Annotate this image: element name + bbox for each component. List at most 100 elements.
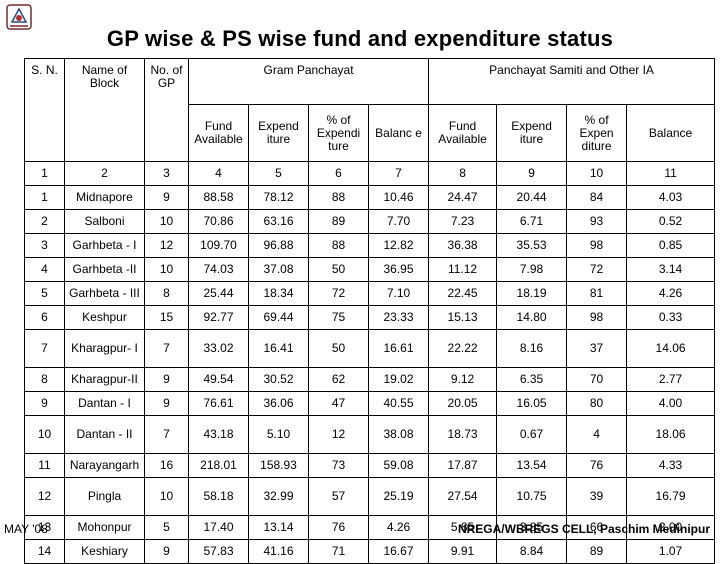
table-cell: 12.82 (367, 233, 430, 258)
table-cell: Garhbeta - III (64, 281, 145, 306)
header-gp-percent: % of Expendi ture (308, 104, 369, 162)
table-cell: 3 (144, 161, 189, 186)
table-cell: 4 (566, 415, 628, 454)
table-cell: 36.06 (248, 391, 309, 416)
table-cell: 58.18 (188, 477, 249, 516)
table-cell: 70.86 (188, 209, 249, 234)
table-cell: 10 (566, 161, 628, 186)
table-cell: 9.91 (428, 539, 498, 564)
table-cell: 4.33 (626, 453, 716, 478)
table-cell: 6.71 (496, 209, 568, 234)
table-cell: 89 (308, 209, 369, 234)
header-ps-percent: % of Expen diture (566, 104, 628, 162)
table-cell: 36.95 (367, 257, 430, 282)
table-cell: 72 (308, 281, 369, 306)
table-cell: 25.44 (188, 281, 249, 306)
table-cell: 22.22 (428, 329, 498, 368)
header-gram-panchayat: Gram Panchayat (187, 58, 430, 105)
table-cell: 10.46 (367, 185, 430, 210)
table-cell: 30.52 (248, 367, 309, 392)
table-cell: 7 (144, 415, 189, 454)
footer-date: MAY '08 (4, 522, 48, 536)
table-cell: 20.44 (496, 185, 568, 210)
table-cell: 8.84 (496, 539, 568, 564)
table-row: 9 Dantan - I 9 76.61 36.06 47 40.55 20.05 16.05 8… (24, 391, 716, 416)
page-title: GP wise & PS wise fund and expenditure s… (106, 26, 614, 51)
fund-table: S. N. Name of Block No. of GP Gram Panch… (24, 58, 716, 564)
table-cell: 33.02 (188, 329, 249, 368)
table-cell: Garhbeta - I (64, 233, 145, 258)
table-cell: 2.77 (626, 367, 716, 392)
table-row: 1 Midnapore 9 88.58 78.12 88 10.46 24.47 20.44 84… (24, 185, 716, 210)
table-cell: 7.10 (367, 281, 430, 306)
header-panchayat-samiti: Panchayat Samiti and Other IA (428, 58, 716, 105)
table-cell: 8 (24, 367, 65, 392)
table-cell: 76 (308, 515, 369, 540)
table-cell: 14.06 (626, 329, 716, 368)
table-cell: 15 (144, 305, 189, 330)
table-cell: 5 (144, 515, 189, 540)
footer-cell: NREGA/WBREGS CELL, Paschim Medinipur (457, 522, 710, 536)
table-cell: 7 (24, 329, 65, 368)
table-cell: 80 (566, 391, 628, 416)
table-cell: 16.79 (626, 477, 716, 516)
table-cell: 7 (367, 161, 430, 186)
table-cell: 15.13 (428, 305, 498, 330)
table-cell: 50 (308, 329, 369, 368)
table-row: 12 Pingla 10 58.18 32.99 57 25.19 27.54 10.75 39 1… (24, 477, 716, 516)
table-row: 8 Kharagpur-II 9 49.54 30.52 62 19.02 9.12 6.35 7… (24, 367, 716, 392)
table-cell: 27.54 (428, 477, 498, 516)
table-cell: 35.53 (496, 233, 568, 258)
column-index-row: 1 2 3 4 5 6 7 8 9 10 11 (24, 161, 716, 186)
table-cell: 38.08 (367, 415, 430, 454)
table-cell: 9 (496, 161, 568, 186)
table-cell: 18.19 (496, 281, 568, 306)
table-cell: 0.85 (626, 233, 716, 258)
table-cell: Garhbeta -II (64, 257, 145, 282)
table-cell: 70 (566, 367, 628, 392)
header-gp-fund: Fund Available (188, 104, 249, 162)
table-cell: 4.03 (626, 185, 716, 210)
header-gp-balance: Balanc e (367, 104, 430, 162)
table-cell: 6.35 (496, 367, 568, 392)
emblem-icon (6, 4, 32, 30)
table-cell: 50 (308, 257, 369, 282)
table-cell: 92.77 (188, 305, 249, 330)
table-row: 4 Garhbeta -II 10 74.03 37.08 50 36.95 11.12 7.9… (24, 257, 716, 282)
table-cell: 76 (566, 453, 628, 478)
table-cell: Kharagpur-II (64, 367, 145, 392)
table-cell: 11 (24, 453, 65, 478)
table-cell: 88.58 (188, 185, 249, 210)
table-cell: 9 (144, 185, 189, 210)
table-cell: 93 (566, 209, 628, 234)
table-cell: Dantan - I (64, 391, 145, 416)
table-cell: 40.55 (367, 391, 430, 416)
table-cell: 69.44 (248, 305, 309, 330)
table-cell: 5.85 (428, 515, 498, 540)
table-cell: 10 (144, 257, 189, 282)
table-cell: 75 (308, 305, 369, 330)
table-cell: 16.67 (367, 539, 430, 564)
table-cell: 37 (566, 329, 628, 368)
table-cell: 17.40 (188, 515, 249, 540)
table-cell: 10 (144, 477, 189, 516)
table-cell: 8 (428, 161, 498, 186)
header-sn: S. N. (24, 58, 65, 162)
header-gp-expenditure: Expend iture (248, 104, 309, 162)
table-cell: 37.08 (248, 257, 309, 282)
table-cell: Salboni (64, 209, 145, 234)
table-row: 6 Keshpur 15 92.77 69.44 75 23.33 15.13 14.80 98 0… (24, 305, 716, 330)
table-cell: 3 (24, 233, 65, 258)
table-cell: 0.67 (496, 415, 568, 454)
table-cell: 0.33 (626, 305, 716, 330)
header-ps-expenditure: Expend iture (496, 104, 568, 162)
table-row: 14 Keshiary 9 57.83 41.16 71 16.67 9.91 8.84 89 1.… (24, 539, 716, 564)
header-row-sub: Fund Available Expend iture % of Expendi… (25, 104, 716, 162)
table-cell: 98 (566, 305, 628, 330)
table-cell: 39 (566, 477, 628, 516)
table-cell: 59.08 (367, 453, 430, 478)
table-cell: 20.05 (428, 391, 498, 416)
table-cell: 3.85 (496, 515, 568, 540)
table-cell: 89 (566, 539, 628, 564)
table-cell: 4 (24, 257, 65, 282)
